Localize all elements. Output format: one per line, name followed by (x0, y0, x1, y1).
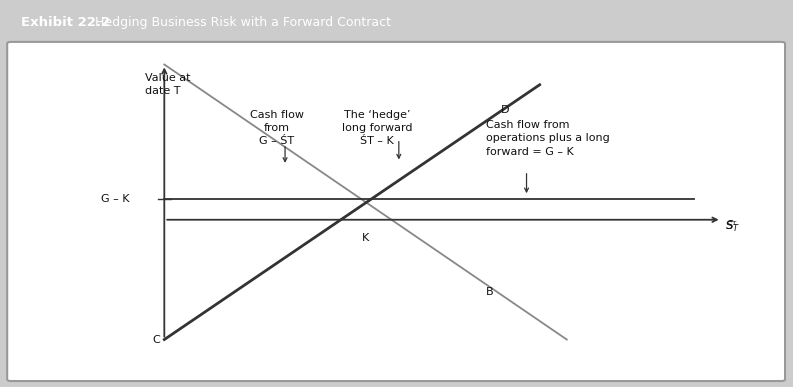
Text: $S_T$: $S_T$ (726, 219, 741, 234)
FancyBboxPatch shape (7, 42, 785, 381)
Text: C: C (153, 335, 160, 344)
Text: G – K: G – K (101, 195, 129, 204)
Text: D: D (501, 105, 509, 115)
Text: Cash flow from
operations plus a long
forward = G – K: Cash flow from operations plus a long fo… (485, 120, 609, 157)
Text: B: B (485, 288, 493, 297)
Text: Cash flow
from
G – ŚT: Cash flow from G – ŚT (250, 110, 304, 146)
Text: Value at
date T: Value at date T (145, 73, 190, 96)
Text: Exhibit 22.2: Exhibit 22.2 (21, 16, 110, 29)
Text: Hedging Business Risk with a Forward Contract: Hedging Business Risk with a Forward Con… (87, 16, 391, 29)
Text: K: K (362, 233, 370, 243)
Text: Sᵀ: Sᵀ (726, 221, 737, 231)
Text: The ‘hedge’
long forward
ŚT – K: The ‘hedge’ long forward ŚT – K (342, 110, 412, 146)
